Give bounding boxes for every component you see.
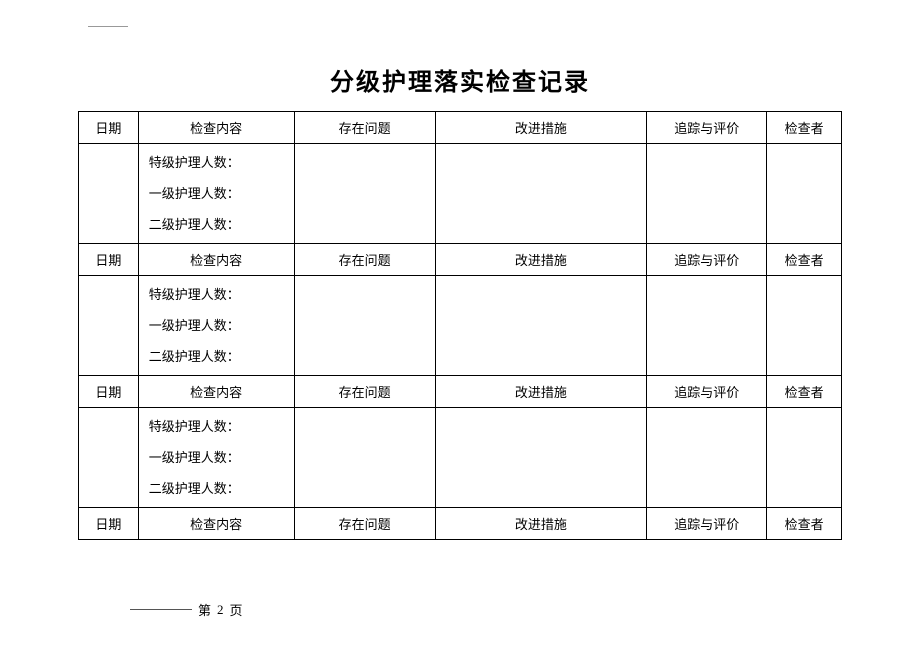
col-date: 日期	[79, 244, 139, 276]
data-row: 特级护理人数： 一级护理人数： 二级护理人数：	[79, 144, 842, 244]
col-track: 追踪与评价	[647, 112, 767, 144]
cell-problem	[294, 276, 435, 376]
col-measure: 改进措施	[435, 508, 646, 540]
cell-date	[79, 408, 139, 508]
content-line: 二级护理人数：	[149, 209, 290, 240]
cell-date	[79, 144, 139, 244]
col-track: 追踪与评价	[647, 508, 767, 540]
cell-measure	[435, 144, 646, 244]
cell-measure	[435, 276, 646, 376]
data-row: 特级护理人数： 一级护理人数： 二级护理人数：	[79, 408, 842, 508]
col-checker: 检查者	[767, 376, 842, 408]
col-problem: 存在问题	[294, 112, 435, 144]
footer-prefix: 第	[198, 600, 211, 619]
cell-content: 特级护理人数： 一级护理人数： 二级护理人数：	[138, 408, 294, 508]
col-measure: 改进措施	[435, 244, 646, 276]
cell-checker	[767, 144, 842, 244]
col-measure: 改进措施	[435, 376, 646, 408]
cell-track	[647, 276, 767, 376]
col-track: 追踪与评价	[647, 244, 767, 276]
col-content: 检查内容	[138, 112, 294, 144]
cell-content: 特级护理人数： 一级护理人数： 二级护理人数：	[138, 144, 294, 244]
content-line: 特级护理人数：	[149, 411, 290, 442]
cell-track	[647, 144, 767, 244]
content-line: 一级护理人数：	[149, 178, 290, 209]
col-content: 检查内容	[138, 244, 294, 276]
data-row: 特级护理人数： 一级护理人数： 二级护理人数：	[79, 276, 842, 376]
col-measure: 改进措施	[435, 112, 646, 144]
content-line: 一级护理人数：	[149, 310, 290, 341]
col-problem: 存在问题	[294, 376, 435, 408]
content-line: 特级护理人数：	[149, 279, 290, 310]
header-row: 日期 检查内容 存在问题 改进措施 追踪与评价 检查者	[79, 508, 842, 540]
col-checker: 检查者	[767, 508, 842, 540]
cell-date	[79, 276, 139, 376]
cell-problem	[294, 144, 435, 244]
col-problem: 存在问题	[294, 244, 435, 276]
col-date: 日期	[79, 376, 139, 408]
cell-checker	[767, 276, 842, 376]
top-underline-mark	[88, 26, 128, 27]
col-checker: 检查者	[767, 244, 842, 276]
col-problem: 存在问题	[294, 508, 435, 540]
footer-line	[130, 609, 192, 610]
content-line: 特级护理人数：	[149, 147, 290, 178]
content-line: 一级护理人数：	[149, 442, 290, 473]
col-track: 追踪与评价	[647, 376, 767, 408]
col-date: 日期	[79, 508, 139, 540]
col-checker: 检查者	[767, 112, 842, 144]
cell-checker	[767, 408, 842, 508]
content-line: 二级护理人数：	[149, 473, 290, 504]
footer-suffix: 页	[230, 600, 243, 619]
col-content: 检查内容	[138, 376, 294, 408]
header-row: 日期 检查内容 存在问题 改进措施 追踪与评价 检查者	[79, 376, 842, 408]
cell-track	[647, 408, 767, 508]
footer-pagenum: 2	[217, 602, 224, 618]
page-footer: 第 2 页	[130, 600, 243, 619]
page-title: 分级护理落实检查记录	[0, 0, 920, 111]
cell-measure	[435, 408, 646, 508]
table-container: 日期 检查内容 存在问题 改进措施 追踪与评价 检查者 特级护理人数： 一级护理…	[78, 111, 842, 540]
col-date: 日期	[79, 112, 139, 144]
header-row: 日期 检查内容 存在问题 改进措施 追踪与评价 检查者	[79, 112, 842, 144]
cell-content: 特级护理人数： 一级护理人数： 二级护理人数：	[138, 276, 294, 376]
cell-problem	[294, 408, 435, 508]
inspection-table: 日期 检查内容 存在问题 改进措施 追踪与评价 检查者 特级护理人数： 一级护理…	[78, 111, 842, 540]
content-line: 二级护理人数：	[149, 341, 290, 372]
header-row: 日期 检查内容 存在问题 改进措施 追踪与评价 检查者	[79, 244, 842, 276]
col-content: 检查内容	[138, 508, 294, 540]
